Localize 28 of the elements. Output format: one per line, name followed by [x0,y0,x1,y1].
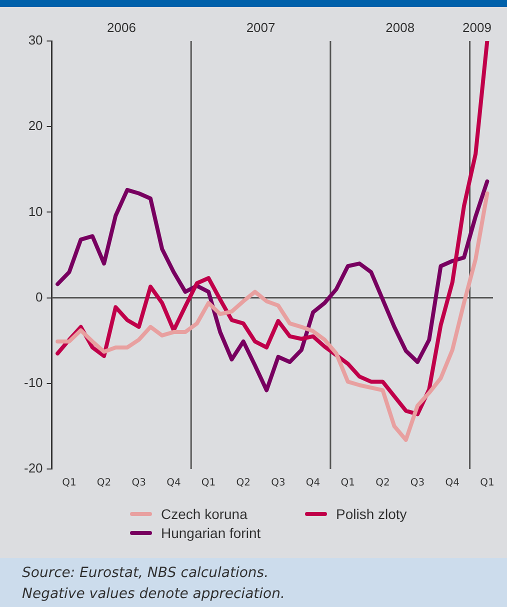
y-tick-label: 30 [28,32,43,48]
x-tick-label: Q1 [62,478,76,489]
text: 2007 [246,20,276,36]
text: Negative values denote appreciation. [22,585,286,604]
y-tick-label: 10 [28,204,43,219]
x-tick-label: Q1 [340,478,355,489]
y-tick-label: -10 [24,374,43,390]
x-tick-label: Q1 [201,478,216,489]
legend-label: Czech koruna [161,506,248,522]
x-tick-label: Q4 [166,478,181,489]
x-tick-label: Q4 [445,478,460,489]
legend-label: Hungarian forint [161,525,261,541]
x-tick-label: Q3 [410,478,425,489]
source-note: Source: Eurostat, NBS calculations. [22,564,270,583]
y-tick-label: 0 [36,289,43,304]
text: 2008 [386,20,415,36]
legend-label: Polish zloty [336,506,407,522]
x-tick-label: Q2 [376,478,390,489]
x-tick-label: Q3 [271,478,286,489]
y-tick-label: 20 [28,118,43,134]
x-tick-label: Q2 [236,478,250,489]
y-tick-label: -20 [24,460,43,476]
x-tick-label: Q1 [480,478,494,489]
text: 2009 [462,20,492,36]
x-tick-label: Q3 [132,478,146,489]
x-tick-label: Q2 [96,478,112,489]
x-tick-label: Q4 [306,478,320,489]
text: 2006 [106,20,136,36]
